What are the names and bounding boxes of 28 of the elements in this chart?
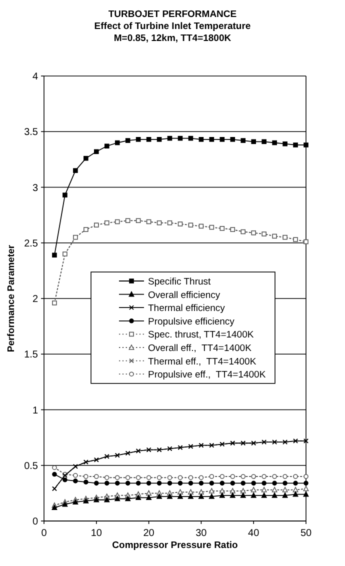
y-tick-label: 4: [32, 72, 38, 82]
legend-label: Specific Thrust: [148, 276, 212, 288]
legend-label: Overall eff., TT4=1400K: [148, 343, 252, 354]
y-tick-label: 2: [32, 294, 38, 305]
y-tick-label: 1: [32, 405, 38, 416]
x-tick-label: 10: [90, 528, 102, 539]
legend-label: Propulsive efficiency: [148, 316, 235, 328]
x-tick-label: 0: [41, 528, 48, 539]
x-tick-label: 20: [143, 528, 155, 539]
legend-label: Spec. thrust, TT4=1400K: [148, 330, 254, 341]
chart-title: TURBOJET PERFORMANCE: [108, 9, 237, 20]
y-tick-label: 1.5: [24, 350, 38, 361]
y-tick-label: 0: [32, 516, 38, 528]
x-axis-title: Compressor Pressure Ratio: [112, 540, 238, 551]
legend-label: Thermal efficiency: [148, 303, 226, 314]
legend-label: Overall efficiency: [148, 290, 220, 301]
y-tick-label: 2.5: [24, 238, 38, 250]
y-tick-label: 3: [32, 182, 38, 194]
text: M=0.85, 12km, TT4=1800K: [114, 33, 232, 44]
y-tick-label: 3.5: [24, 127, 38, 138]
y-axis-title: Performance Parameter: [6, 244, 17, 352]
x-tick-label: 30: [196, 528, 208, 539]
y-tick-label: 0.5: [24, 460, 38, 472]
x-tick-label: 40: [248, 528, 260, 539]
chart-subtitle: Effect of Turbine Inlet Temperature: [94, 21, 251, 32]
legend-label: Propulsive eff., TT4=1400K: [148, 370, 266, 381]
x-tick-label: 50: [300, 528, 312, 539]
legend-label: Thermal eff., TT4=1400K: [148, 356, 257, 368]
